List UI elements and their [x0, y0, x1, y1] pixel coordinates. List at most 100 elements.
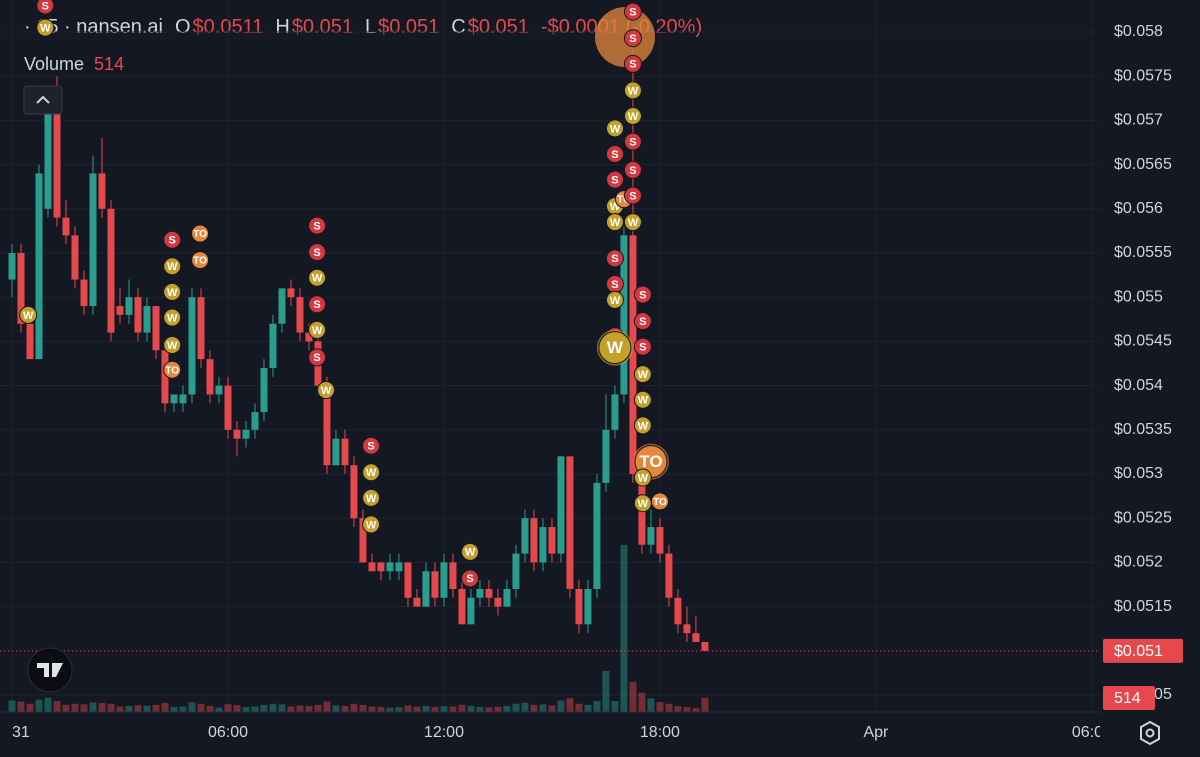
volume-bar	[557, 700, 565, 712]
volume-bar	[296, 705, 304, 712]
volume-bar	[377, 707, 385, 712]
trade-marker-label: S	[313, 247, 320, 259]
candle-body	[332, 438, 340, 466]
x-tick-label: 06:00	[208, 724, 248, 741]
trade-marker	[163, 360, 182, 379]
candle-body	[512, 553, 520, 589]
trade-marker	[163, 282, 182, 301]
volume-bar	[494, 706, 502, 712]
candle-body	[44, 102, 52, 209]
trade-marker	[605, 213, 624, 232]
trade-marker-label: S	[629, 137, 636, 149]
volume-bar	[314, 704, 322, 712]
volume-bar	[683, 707, 691, 712]
candle-body	[476, 588, 484, 598]
trade-marker-label: S	[367, 441, 374, 453]
trade-marker	[362, 515, 381, 534]
volume-bar	[224, 704, 232, 712]
volume-bar	[449, 706, 457, 712]
volume-bar	[593, 701, 601, 712]
candle-body	[674, 597, 682, 625]
price-axis-panel	[1100, 0, 1200, 757]
volume-bar	[422, 705, 430, 712]
volume-bar	[161, 702, 169, 712]
y-tick-label: $0.053	[1114, 465, 1163, 482]
trade-marker-label: TO	[193, 229, 207, 240]
grid	[0, 0, 1100, 712]
trade-marker-label: S	[639, 289, 646, 301]
volume-bar	[35, 699, 43, 712]
candle-body	[71, 235, 79, 280]
collapse-button[interactable]	[23, 85, 63, 115]
trade-marker	[163, 257, 182, 276]
volume-bar	[350, 703, 358, 712]
candle-body	[629, 235, 637, 475]
trade-marker-label: S	[639, 316, 646, 328]
y-tick-label: $0.0525	[1114, 509, 1172, 526]
volume-bar	[143, 705, 151, 712]
volume-bar	[215, 707, 223, 712]
volume-bar	[89, 702, 97, 712]
trade-marker-label: W	[638, 498, 649, 510]
logo[interactable]	[27, 647, 73, 693]
axes: 3106:0012:0018:00Apr06:00$0.0505$0.051$0…	[12, 23, 1200, 756]
trade-marker-label: W	[23, 310, 34, 322]
volume-bar	[269, 703, 277, 712]
volume-bar	[125, 705, 133, 712]
trade-marker-label: W	[628, 111, 639, 123]
volume-bar	[188, 702, 196, 712]
settings-icon	[1145, 728, 1155, 738]
x-tick-label: 31	[12, 724, 30, 741]
volume-bar	[17, 701, 25, 712]
candle-body	[656, 527, 664, 554]
volume-pane	[8, 544, 709, 712]
candle-body	[215, 385, 223, 395]
trade-marker	[605, 170, 624, 189]
trade-marker	[605, 249, 624, 268]
candle-body	[278, 288, 286, 324]
candle-body	[593, 482, 601, 589]
candle-body	[431, 571, 439, 598]
volume-bar	[206, 705, 214, 712]
volume-bar	[638, 692, 646, 712]
volume-bar	[251, 706, 259, 712]
trade-marker	[308, 295, 327, 314]
candle-body	[233, 429, 241, 439]
trade-marker	[633, 365, 652, 384]
volume-bar	[242, 707, 250, 712]
candle-body	[8, 253, 16, 280]
volume-bar	[26, 703, 34, 712]
volume-bar	[8, 700, 16, 712]
trade-marker-label: W	[312, 273, 323, 285]
trade-marker-label: W	[610, 123, 621, 135]
y-tick-label: $0.056	[1114, 200, 1163, 217]
trade-marker-label: S	[313, 221, 320, 233]
trade-marker-label: S	[313, 299, 320, 311]
trade-marker-label: TO	[639, 452, 662, 471]
trade-marker-label: TO	[617, 195, 631, 206]
candle-body	[611, 394, 619, 430]
volume-bar	[179, 706, 187, 712]
trade-marker-label: W	[638, 420, 649, 432]
volume-bar	[323, 701, 331, 712]
trade-marker-label: S	[466, 573, 473, 585]
candle-body	[17, 253, 25, 324]
candle-body	[224, 385, 232, 430]
volume-bar	[629, 681, 637, 712]
candle-body	[260, 367, 268, 413]
candle-body	[26, 323, 34, 360]
settings-button[interactable]	[1140, 720, 1160, 746]
candle-body	[170, 394, 178, 404]
trade-marker	[163, 308, 182, 327]
y-tick-label: $0.054	[1114, 377, 1163, 394]
trade-marker	[633, 285, 652, 304]
volume-bar	[458, 704, 466, 712]
trade-marker-label: S	[169, 235, 176, 247]
candle-body	[296, 297, 304, 333]
trade-marker-label: TO	[165, 365, 179, 376]
volume-bar	[341, 705, 349, 712]
volume-bar	[98, 702, 106, 712]
candle-body	[503, 588, 511, 607]
